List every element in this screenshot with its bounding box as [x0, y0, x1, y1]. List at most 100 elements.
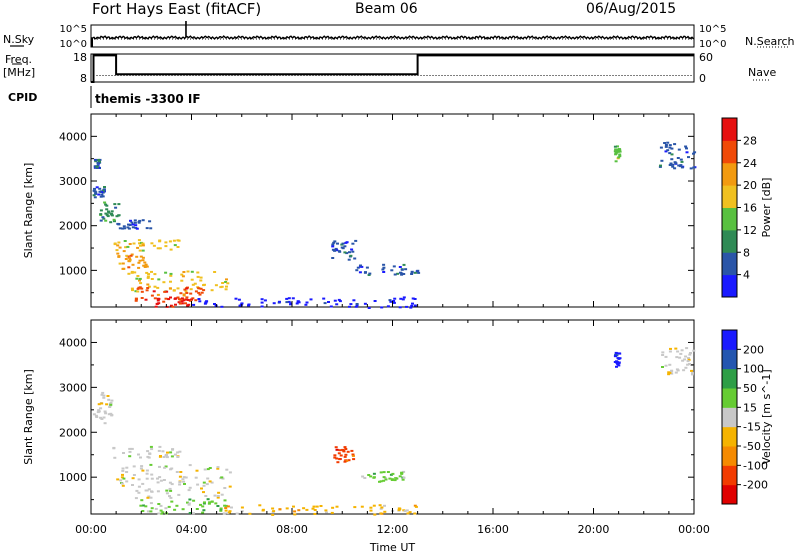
data-cell	[691, 372, 694, 375]
data-cell	[617, 361, 621, 364]
data-cell	[97, 403, 101, 406]
data-cell	[230, 506, 233, 509]
data-cell	[216, 496, 220, 499]
data-cell	[688, 353, 692, 356]
data-cell	[689, 167, 693, 170]
data-cell	[138, 286, 142, 289]
data-cell	[182, 299, 186, 302]
data-cell	[140, 287, 144, 290]
data-cell	[141, 482, 145, 485]
data-cell	[103, 186, 106, 188]
data-cell	[197, 291, 201, 294]
x-tick-label: 04:00	[176, 523, 208, 536]
data-cell	[344, 453, 348, 456]
x-axis-label: Time UT	[369, 541, 415, 554]
data-cell	[304, 303, 308, 306]
data-cell	[102, 396, 106, 399]
data-cell	[285, 507, 289, 510]
data-cell	[138, 242, 141, 245]
data-cell	[405, 305, 408, 308]
data-cell	[292, 505, 295, 508]
data-cell	[183, 288, 187, 291]
data-cell	[182, 480, 186, 483]
data-cell	[169, 468, 173, 471]
data-cell	[221, 282, 225, 284]
data-cell	[122, 452, 125, 454]
data-cell	[165, 453, 169, 456]
data-cell	[158, 247, 162, 250]
data-cell	[149, 445, 153, 448]
data-cell	[140, 499, 144, 502]
data-cell	[353, 257, 357, 260]
data-cell	[187, 489, 191, 492]
data-cell	[185, 287, 189, 290]
data-cell	[144, 263, 148, 266]
data-cell	[157, 512, 161, 515]
data-cell	[350, 248, 354, 251]
data-cell	[213, 271, 217, 273]
data-cell	[98, 187, 102, 190]
data-cell	[166, 451, 169, 454]
y-tick-label: 4000	[59, 130, 87, 143]
data-cell	[108, 406, 112, 408]
data-cell	[337, 452, 341, 455]
data-cell	[198, 293, 202, 296]
data-cell	[141, 244, 145, 247]
data-cell	[129, 254, 133, 257]
data-cell	[125, 480, 129, 483]
data-cell	[207, 502, 211, 505]
data-cell	[350, 449, 354, 452]
data-cell	[220, 493, 224, 496]
data-cell	[165, 492, 169, 495]
data-cell	[214, 284, 218, 287]
data-cell	[670, 372, 674, 375]
data-cell	[680, 160, 684, 163]
data-cell	[162, 281, 166, 284]
data-cell	[119, 479, 123, 482]
data-cell	[335, 303, 339, 306]
data-cell	[668, 152, 672, 155]
data-cell	[188, 299, 192, 302]
data-cell	[372, 472, 376, 475]
data-cell	[110, 210, 114, 213]
data-cell	[343, 455, 347, 458]
n-sky-label: N.Sky	[3, 33, 35, 46]
data-cell	[176, 239, 180, 242]
data-cell	[271, 513, 275, 516]
data-cell	[224, 504, 228, 507]
data-cell	[204, 495, 208, 497]
data-cell	[248, 512, 252, 515]
data-cell	[348, 251, 351, 254]
data-cell	[117, 255, 121, 258]
data-cell	[153, 285, 157, 288]
data-cell	[206, 468, 210, 471]
velocity-colorbar-swatch	[722, 407, 737, 428]
data-cell	[147, 456, 151, 459]
data-cell	[363, 477, 367, 479]
n-sky-line	[90, 35, 695, 40]
data-cell	[128, 447, 132, 450]
data-cell	[192, 303, 196, 306]
power-colorbar-swatch	[722, 118, 737, 141]
data-cell	[142, 264, 146, 267]
data-cell	[159, 479, 163, 482]
data-cell	[240, 302, 244, 305]
data-cell	[617, 156, 621, 159]
data-cell	[208, 467, 212, 469]
data-cell	[413, 298, 417, 300]
data-cell	[117, 241, 121, 244]
data-cell	[128, 224, 132, 226]
data-cell	[613, 355, 617, 358]
data-cell	[398, 507, 402, 510]
data-cell	[181, 478, 185, 481]
data-cell	[302, 507, 306, 510]
data-cell	[343, 460, 347, 463]
data-cell	[146, 450, 150, 453]
data-cell	[614, 150, 618, 153]
data-cell	[95, 186, 99, 189]
freq-tick-left: 8	[80, 72, 87, 85]
data-cell	[216, 467, 220, 470]
data-cell	[149, 463, 153, 466]
y-tick-label: 4000	[59, 336, 87, 349]
data-cell	[411, 297, 415, 300]
